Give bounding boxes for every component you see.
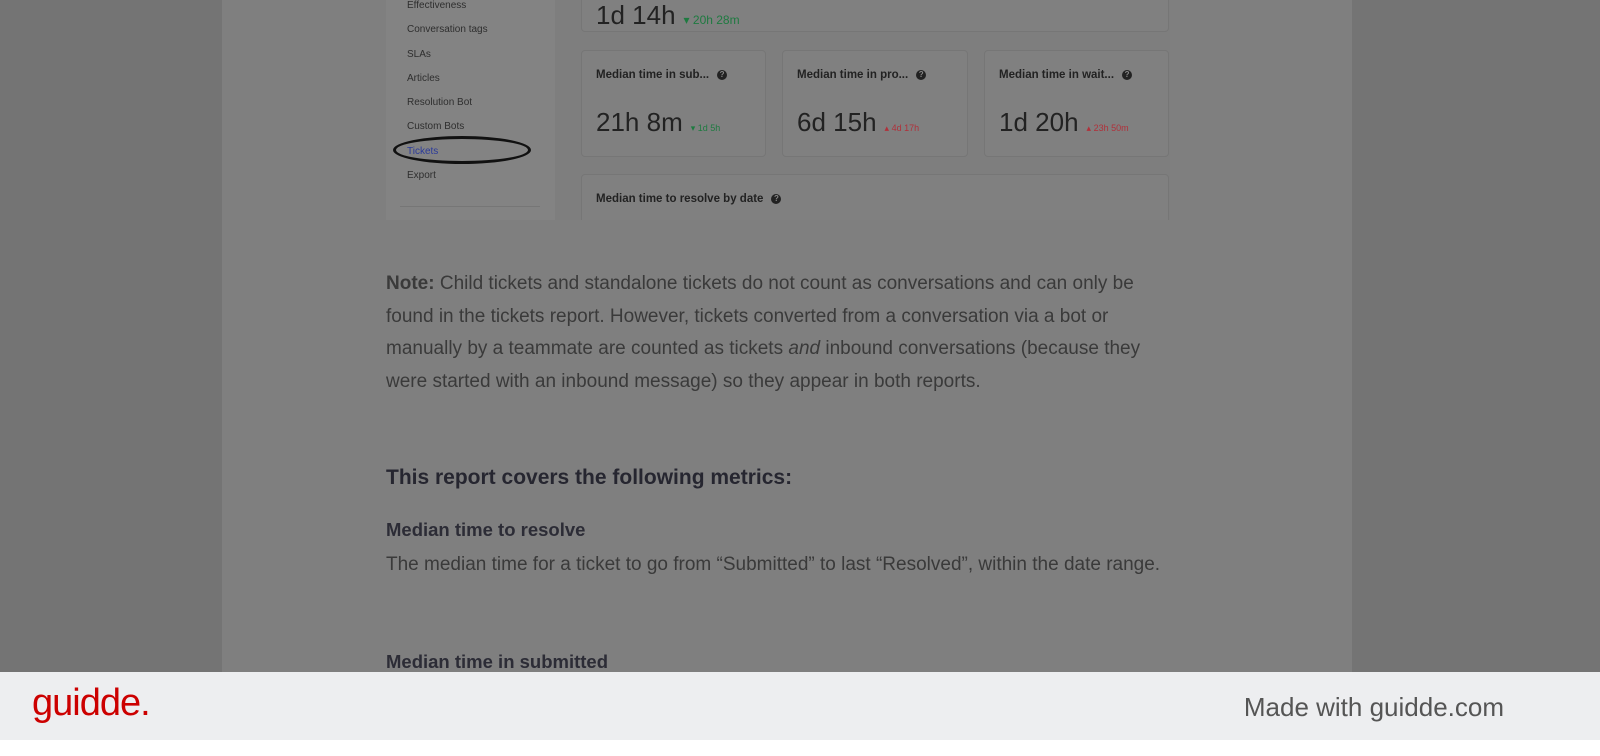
help-icon[interactable]: ? [1122, 69, 1133, 80]
metric-delta: ▴ 23h 50m [1086, 123, 1129, 133]
guidde-logo[interactable]: guidde. [32, 682, 151, 724]
metric-delta: ▾ 20h 28m [683, 13, 740, 27]
help-icon[interactable]: ? [717, 69, 728, 80]
footer-bar: guidde. Made with guidde.com [0, 672, 1600, 740]
metric-description: The median time for a ticket to go from … [386, 554, 1161, 575]
highlight-circle [393, 136, 531, 164]
metric-title: Median time in sub... [596, 69, 710, 81]
metric-card: Median time in wait...? 1d 20h ▴ 23h 50m [984, 50, 1169, 157]
sidebar-item-slas[interactable]: SLAs [407, 49, 431, 60]
help-icon[interactable]: ? [771, 193, 782, 204]
metric-delta: ▴ 4d 17h [884, 123, 920, 133]
metrics-heading: This report covers the following metrics… [386, 466, 793, 489]
top-metric-card: 1d 14h ▾ 20h 28m [581, 0, 1169, 32]
metric-title: Median time in wait... [999, 69, 1115, 81]
sidebar-item-conversation-tags[interactable]: Conversation tags [407, 24, 488, 35]
sidebar-item-custom-bots[interactable]: Custom Bots [407, 121, 465, 132]
reports-sidebar: Effectiveness Conversation tags SLAs Art… [386, 0, 555, 220]
metric-value: 1d 14h ▾ 20h 28m [596, 0, 740, 30]
sidebar-item-export[interactable]: Export [407, 170, 436, 181]
embedded-screenshot: Effectiveness Conversation tags SLAs Art… [386, 0, 1170, 220]
metric-heading: Median time in submitted [386, 651, 609, 672]
sidebar-item-articles[interactable]: Articles [407, 73, 440, 84]
chart-title: Median time to resolve by date [596, 193, 764, 205]
metric-card: Median time in sub...? 21h 8m ▾ 1d 5h [581, 50, 766, 157]
made-with-link[interactable]: Made with guidde.com [1243, 692, 1504, 722]
chart-card: Median time to resolve by date? [581, 174, 1169, 220]
bottom-strip [0, 740, 1600, 756]
sidebar-item-effectiveness[interactable]: Effectiveness [407, 0, 467, 11]
help-icon[interactable]: ? [916, 69, 927, 80]
metric-value: 21h 8m [596, 107, 683, 137]
metric-value: 1d 20h [999, 107, 1079, 137]
metric-value: 6d 15h [797, 107, 877, 137]
divider [400, 206, 540, 207]
sidebar-item-resolution-bot[interactable]: Resolution Bot [407, 97, 473, 108]
metric-title: Median time in pro... [797, 69, 909, 81]
metric-delta: ▾ 1d 5h [690, 123, 721, 133]
metric-heading: Median time to resolve [386, 519, 586, 540]
metric-card: Median time in pro...? 6d 15h ▴ 4d 17h [782, 50, 968, 157]
note-paragraph: Note: Child tickets and standalone ticke… [386, 273, 1141, 392]
